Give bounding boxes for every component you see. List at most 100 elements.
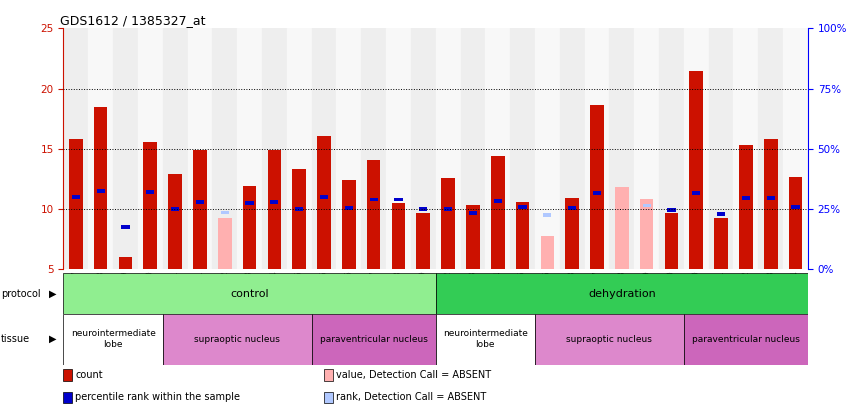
- Bar: [684, 28, 709, 269]
- Bar: [665, 213, 678, 269]
- Bar: [212, 28, 237, 269]
- Bar: [714, 217, 728, 269]
- Text: paraventricular nucleus: paraventricular nucleus: [692, 335, 799, 344]
- Bar: [113, 28, 138, 269]
- Bar: [591, 105, 604, 269]
- Text: count: count: [75, 370, 103, 380]
- Bar: [419, 207, 427, 211]
- Bar: [144, 142, 157, 269]
- Bar: [535, 314, 684, 364]
- Bar: [416, 213, 430, 269]
- Text: ▶: ▶: [49, 334, 57, 344]
- Bar: [411, 28, 436, 269]
- Bar: [560, 28, 585, 269]
- Bar: [370, 198, 378, 201]
- Bar: [742, 196, 750, 200]
- Bar: [717, 212, 725, 216]
- Text: tissue: tissue: [1, 334, 30, 344]
- Bar: [270, 200, 278, 204]
- Bar: [791, 205, 799, 209]
- Bar: [436, 314, 535, 364]
- Bar: [709, 28, 733, 269]
- Bar: [188, 28, 212, 269]
- Bar: [634, 28, 659, 269]
- Bar: [609, 28, 634, 269]
- Bar: [565, 198, 579, 269]
- Text: value, Detection Call = ABSENT: value, Detection Call = ABSENT: [336, 370, 491, 380]
- Bar: [311, 314, 436, 364]
- Bar: [162, 314, 311, 364]
- Text: supraoptic nucleus: supraoptic nucleus: [567, 335, 652, 344]
- Bar: [684, 314, 808, 364]
- Bar: [640, 199, 653, 269]
- Bar: [535, 28, 560, 269]
- Bar: [469, 211, 477, 215]
- Bar: [386, 28, 411, 269]
- Bar: [493, 199, 502, 202]
- Bar: [510, 28, 535, 269]
- Bar: [221, 211, 229, 214]
- Bar: [516, 202, 530, 269]
- Bar: [237, 28, 262, 269]
- Text: paraventricular nucleus: paraventricular nucleus: [320, 335, 427, 344]
- Bar: [262, 28, 287, 269]
- Bar: [63, 28, 88, 269]
- Bar: [293, 169, 306, 269]
- Bar: [541, 236, 554, 269]
- Bar: [394, 198, 403, 201]
- Bar: [88, 28, 113, 269]
- Bar: [69, 139, 83, 269]
- Text: percentile rank within the sample: percentile rank within the sample: [75, 392, 240, 402]
- Bar: [287, 28, 311, 269]
- Bar: [295, 207, 304, 211]
- Bar: [758, 28, 783, 269]
- Bar: [168, 174, 182, 269]
- Text: GDS1612 / 1385327_at: GDS1612 / 1385327_at: [60, 14, 206, 27]
- Bar: [63, 369, 73, 381]
- Bar: [460, 28, 486, 269]
- Bar: [491, 156, 504, 269]
- Text: neurointermediate
lobe: neurointermediate lobe: [443, 330, 528, 349]
- Bar: [788, 177, 802, 269]
- Bar: [311, 28, 337, 269]
- Bar: [96, 189, 105, 193]
- Bar: [689, 70, 703, 269]
- Bar: [642, 204, 651, 207]
- Bar: [63, 273, 436, 314]
- Bar: [615, 188, 629, 269]
- Text: control: control: [230, 289, 269, 298]
- Bar: [138, 28, 162, 269]
- Bar: [245, 201, 254, 205]
- Bar: [320, 195, 328, 199]
- Bar: [659, 28, 684, 269]
- Bar: [337, 28, 361, 269]
- Bar: [367, 160, 381, 269]
- Bar: [94, 107, 107, 269]
- Bar: [436, 28, 460, 269]
- Bar: [739, 145, 753, 269]
- Bar: [585, 28, 609, 269]
- Bar: [692, 192, 700, 195]
- Bar: [324, 369, 333, 381]
- Bar: [218, 217, 232, 269]
- Bar: [593, 192, 602, 195]
- Bar: [195, 200, 204, 204]
- Bar: [171, 207, 179, 211]
- Bar: [486, 28, 510, 269]
- Bar: [733, 28, 758, 269]
- Bar: [543, 213, 552, 217]
- Bar: [162, 28, 188, 269]
- Bar: [344, 206, 353, 210]
- Bar: [267, 150, 281, 269]
- Bar: [444, 207, 453, 211]
- Bar: [317, 136, 331, 269]
- Text: protocol: protocol: [1, 289, 41, 298]
- Bar: [324, 392, 333, 403]
- Text: neurointermediate
lobe: neurointermediate lobe: [71, 330, 156, 349]
- Text: dehydration: dehydration: [588, 289, 656, 298]
- Bar: [568, 206, 576, 210]
- Text: ▶: ▶: [49, 289, 57, 298]
- Bar: [63, 314, 162, 364]
- Bar: [118, 257, 132, 269]
- Bar: [442, 178, 455, 269]
